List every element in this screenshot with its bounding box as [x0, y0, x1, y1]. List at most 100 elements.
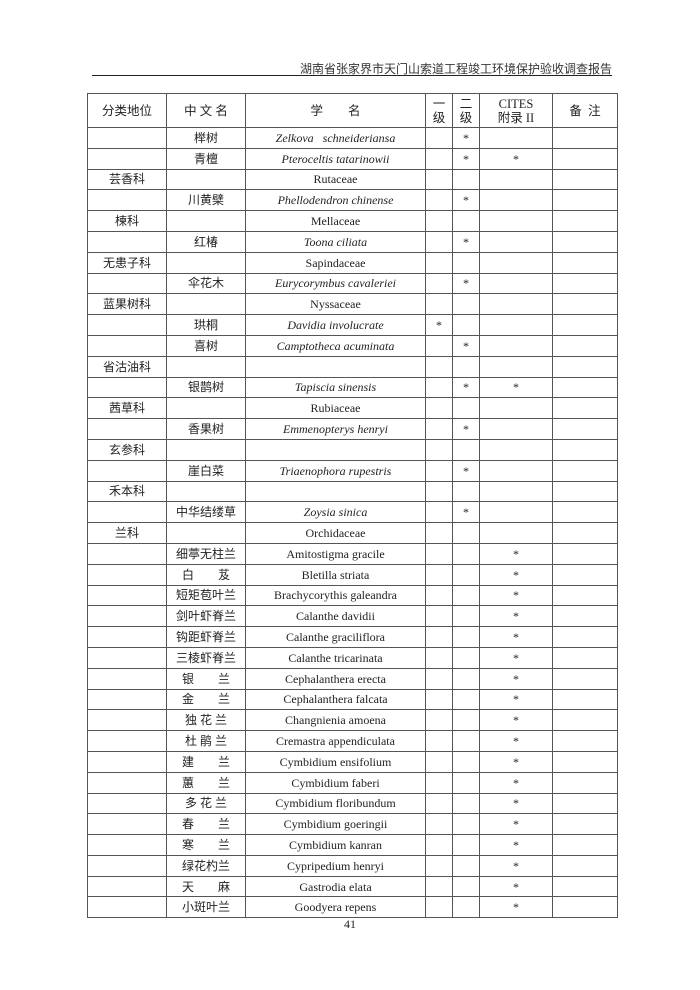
- cell-level-2: *: [452, 189, 480, 212]
- cell-cites: *: [479, 646, 553, 669]
- cell-category: 省沽油科: [87, 355, 167, 378]
- cell-scientific-name: Zoysia sinica: [245, 501, 426, 524]
- cell-note: [552, 542, 618, 565]
- cell-cites: [479, 459, 553, 482]
- cell-note: [552, 376, 618, 399]
- table-row: 茜草科 Rubiaceae: [87, 397, 618, 420]
- cell-chinese-name: 短矩苞叶兰: [166, 584, 246, 607]
- table-row: 银 兰 Cephalanthera erecta *: [87, 667, 618, 690]
- cell-level-1: [425, 584, 453, 607]
- running-head: 湖南省张家界市天门山索道工程竣工环境保护验收调查报告: [299, 62, 612, 76]
- cell-note: [552, 501, 618, 524]
- cell-category: [87, 501, 167, 524]
- table-row: 楝科 Mellaceae: [87, 210, 618, 232]
- cell-chinese-name: 崖白菜: [166, 459, 246, 482]
- cell-chinese-name: [166, 355, 246, 378]
- cell-category: [87, 376, 167, 399]
- header-level-2: 二 级: [452, 93, 480, 128]
- cell-scientific-name: Cymbidium goeringii: [245, 813, 426, 836]
- cell-category: 茜草科: [87, 397, 167, 420]
- cell-chinese-name: [166, 438, 246, 461]
- cell-level-1: [425, 459, 453, 482]
- cell-chinese-name: 建 兰: [166, 750, 246, 773]
- cell-cites: [479, 355, 553, 378]
- cell-cites: [479, 334, 553, 357]
- cell-scientific-name: Cymbidium floribundum: [245, 792, 426, 815]
- cell-chinese-name: [166, 480, 246, 503]
- cell-cites: [479, 501, 553, 524]
- cell-category: 无患子科: [87, 251, 167, 274]
- cell-scientific-name: Nyssaceae: [245, 293, 426, 316]
- cell-cites: [479, 293, 553, 316]
- cell-level-1: [425, 210, 453, 232]
- cell-level-1: [425, 376, 453, 399]
- cell-category: [87, 542, 167, 565]
- cell-chinese-name: 杜 鹃 兰: [166, 730, 246, 752]
- cell-level-1: [425, 480, 453, 503]
- cell-cites: *: [479, 709, 553, 732]
- table-row: 春 兰 Cymbidium goeringii *: [87, 813, 618, 836]
- cell-category: [87, 771, 167, 794]
- header-category: 分类地位: [87, 93, 167, 128]
- cell-note: [552, 626, 618, 648]
- cell-level-1: [425, 667, 453, 690]
- cell-scientific-name: Triaenophora rupestris: [245, 459, 426, 482]
- cell-note: [552, 168, 618, 191]
- cell-chinese-name: 春 兰: [166, 813, 246, 836]
- cell-level-1: [425, 896, 453, 919]
- table-row: 小斑叶兰 Goodyera repens *: [87, 896, 618, 919]
- table-row: 兰科 Orchidaceae: [87, 522, 618, 544]
- cell-note: [552, 750, 618, 773]
- table-row: 中华结缕草 Zoysia sinica *: [87, 501, 618, 524]
- cell-level-2: [452, 522, 480, 544]
- cell-scientific-name: Emmenopterys henryi: [245, 418, 426, 440]
- cell-note: [552, 813, 618, 836]
- cell-scientific-name: Sapindaceae: [245, 251, 426, 274]
- cell-cites: [479, 251, 553, 274]
- header-scientific-name: 学 名: [245, 93, 426, 128]
- cell-cites: *: [479, 730, 553, 752]
- cell-category: [87, 667, 167, 690]
- cell-note: [552, 251, 618, 274]
- cell-level-1: [425, 418, 453, 440]
- cell-category: [87, 730, 167, 752]
- cell-level-1: [425, 251, 453, 274]
- cell-level-2: [452, 293, 480, 316]
- cell-cites: *: [479, 875, 553, 898]
- cell-category: [87, 189, 167, 212]
- cell-chinese-name: 独 花 兰: [166, 709, 246, 732]
- cell-category: [87, 272, 167, 295]
- cell-chinese-name: 天 麻: [166, 875, 246, 898]
- table-row: 青檀 Pteroceltis tatarinowii * *: [87, 147, 618, 170]
- cell-chinese-name: [166, 293, 246, 316]
- cell-level-1: [425, 542, 453, 565]
- table-row: 杜 鹃 兰 Cremastra appendiculata *: [87, 730, 618, 752]
- cell-level-2: *: [452, 230, 480, 253]
- cell-chinese-name: 白 芨: [166, 563, 246, 586]
- cell-category: [87, 750, 167, 773]
- cell-chinese-name: 细葶无柱兰: [166, 542, 246, 565]
- cell-level-1: [425, 854, 453, 877]
- cell-level-2: [452, 646, 480, 669]
- cell-level-1: [425, 792, 453, 815]
- cell-level-1: [425, 272, 453, 295]
- table-row: 短矩苞叶兰 Brachycorythis galeandra *: [87, 584, 618, 607]
- cell-level-2: [452, 542, 480, 565]
- cell-category: [87, 813, 167, 836]
- cell-level-2: *: [452, 272, 480, 295]
- table-row: 三棱虾脊兰 Calanthe tricarinata *: [87, 646, 618, 669]
- cell-chinese-name: 寒 兰: [166, 834, 246, 856]
- cell-level-1: [425, 626, 453, 648]
- cell-level-1: [425, 397, 453, 420]
- cell-chinese-name: [166, 397, 246, 420]
- cell-scientific-name: Cremastra appendiculata: [245, 730, 426, 752]
- table-row: 白 芨 Bletilla striata *: [87, 563, 618, 586]
- cell-category: [87, 147, 167, 170]
- table-row: 多 花 兰 Cymbidium floribundum *: [87, 792, 618, 815]
- cell-note: [552, 854, 618, 877]
- cell-cites: *: [479, 688, 553, 711]
- cell-category: [87, 418, 167, 440]
- cell-scientific-name: Eurycorymbus cavaleriei: [245, 272, 426, 295]
- table-row: 芸香科 Rutaceae: [87, 168, 618, 191]
- table-row: 细葶无柱兰 Amitostigma gracile *: [87, 542, 618, 565]
